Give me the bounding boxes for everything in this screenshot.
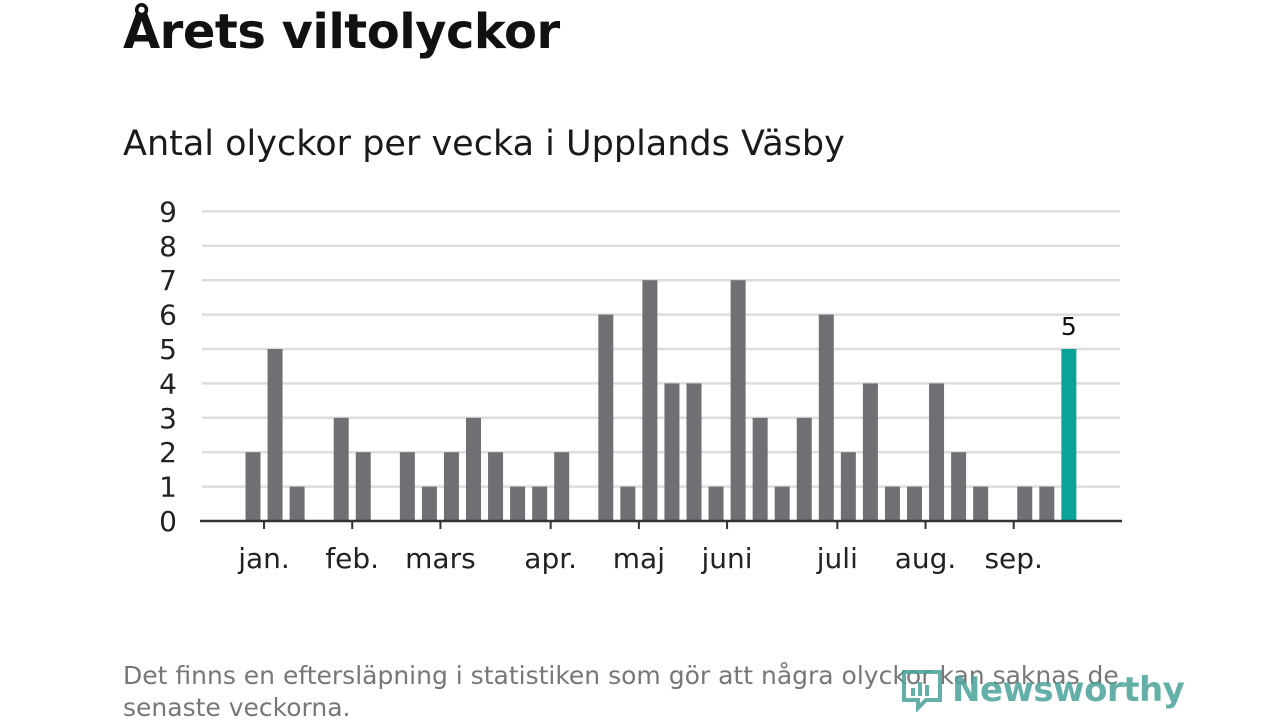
newsworthy-logo: Newsworthy	[900, 668, 1185, 712]
data-labels: 5	[1061, 312, 1077, 341]
y-tick-label: 4	[159, 367, 177, 400]
y-tick-label: 7	[159, 264, 177, 297]
bar	[730, 280, 746, 521]
y-tick-label: 9	[159, 195, 177, 228]
page-title: Årets viltolyckor	[123, 4, 560, 60]
bar	[355, 452, 371, 521]
x-axis-month-labels: jan. feb. mars apr. maj juni juli aug. sep.	[237, 521, 1043, 575]
x-tick-label: aug.	[895, 542, 957, 575]
bar	[686, 383, 702, 521]
y-tick-label: 8	[159, 230, 177, 263]
x-tick-label: juli	[816, 542, 858, 575]
bar	[973, 486, 989, 521]
bar	[598, 314, 614, 521]
grid-lines	[202, 210, 1120, 488]
chart-subtitle: Antal olyckor per vecka i Upplands Väsby	[123, 124, 845, 164]
y-tick-label: 6	[159, 299, 177, 332]
bar	[884, 486, 900, 521]
bar	[532, 486, 548, 521]
bar	[840, 452, 856, 521]
bar	[818, 314, 834, 521]
x-tick-label: apr.	[524, 542, 577, 575]
bar	[399, 452, 415, 521]
y-tick-label: 5	[159, 333, 177, 366]
bar	[862, 383, 878, 521]
x-tick-label: juni	[701, 542, 753, 575]
x-tick-label: feb.	[325, 542, 379, 575]
footnote: Det finns en eftersläpning i statistiken…	[123, 661, 1119, 722]
x-tick-label: jan.	[237, 542, 290, 575]
bar	[642, 280, 658, 521]
bar-highlight	[1061, 349, 1077, 521]
bar	[510, 486, 526, 521]
x-tick-label: mars	[405, 542, 476, 575]
bar	[664, 383, 680, 521]
bars	[245, 280, 1077, 521]
logo-text: Newsworthy	[952, 670, 1185, 710]
bar	[907, 486, 922, 521]
bar	[1039, 486, 1055, 521]
bar	[267, 349, 283, 521]
bar	[554, 452, 570, 521]
bar	[421, 486, 437, 521]
bar	[289, 486, 305, 521]
bar	[774, 486, 790, 521]
bar	[333, 417, 349, 521]
bar	[708, 486, 724, 521]
bar	[929, 383, 945, 521]
bar	[951, 452, 967, 521]
bar	[488, 452, 504, 521]
bar	[466, 417, 481, 521]
y-tick-label: 2	[159, 436, 177, 469]
bar	[796, 417, 812, 521]
bar	[752, 417, 768, 521]
y-tick-label: 1	[159, 471, 177, 504]
bar	[245, 452, 261, 521]
highlight-data-label: 5	[1061, 312, 1077, 341]
bar	[620, 486, 636, 521]
y-tick-label: 0	[159, 505, 177, 538]
x-tick-label: sep.	[984, 542, 1043, 575]
x-tick-label: maj	[613, 542, 665, 575]
bar	[1017, 486, 1033, 521]
y-tick-label: 3	[159, 402, 177, 435]
bar	[443, 452, 459, 521]
newsworthy-bar-icon	[902, 670, 942, 712]
